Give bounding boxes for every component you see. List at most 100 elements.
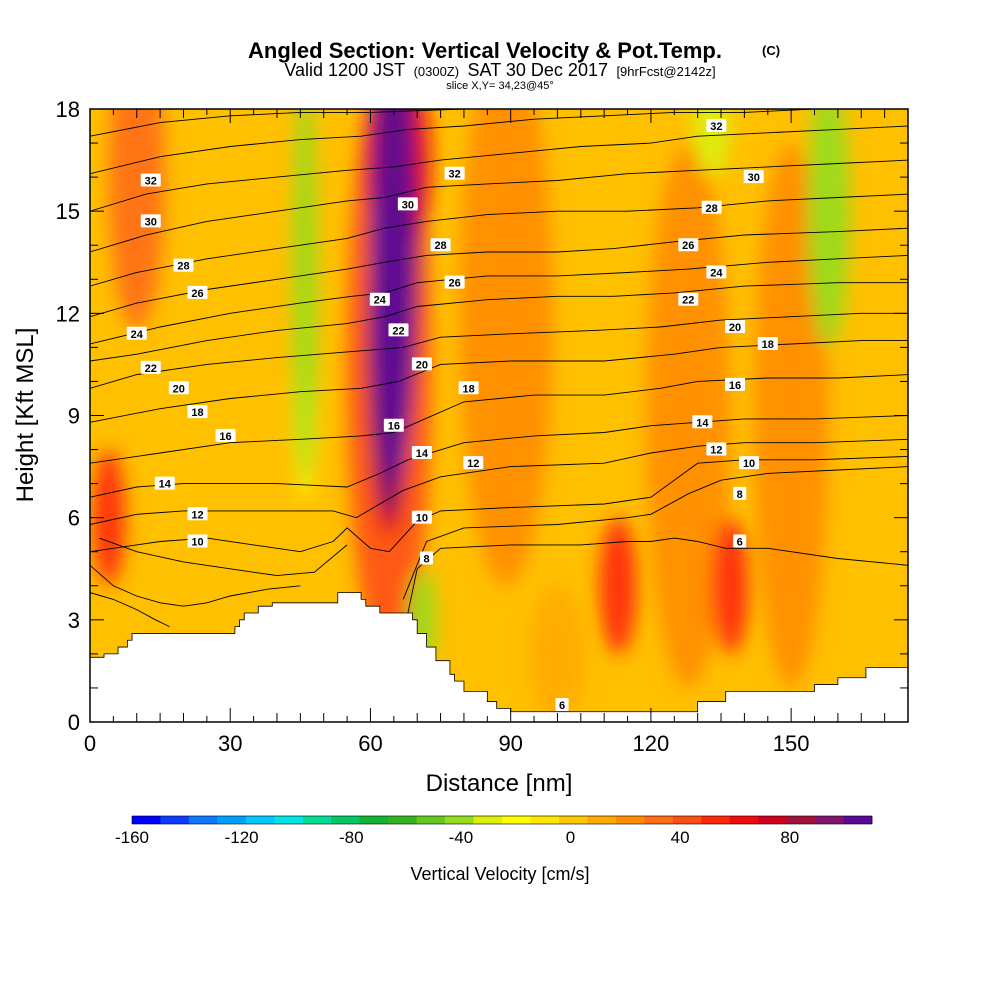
velocity-cell — [459, 109, 553, 586]
colorbar-swatch — [530, 816, 560, 824]
contour-label-box — [725, 377, 746, 391]
colorbar-swatch — [473, 816, 503, 824]
x-tick-label: 90 — [498, 731, 522, 756]
vertical-velocity-field — [92, 109, 850, 722]
x-axis: 0 30 60 90 120 150 — [84, 109, 909, 756]
x-axis-label: Distance [nm] — [426, 770, 573, 797]
theta-contour — [90, 312, 908, 389]
contour-label: 8 — [423, 554, 429, 566]
contour-label-box — [430, 238, 451, 252]
contour-label-box — [733, 534, 747, 548]
theta-contour — [90, 159, 908, 253]
contour-label-box — [706, 119, 727, 133]
colorbar-swatch — [758, 816, 787, 824]
contour-label: 16 — [729, 380, 741, 392]
velocity-cell — [293, 109, 317, 484]
contour-label-box — [725, 319, 746, 333]
colorbar-swatch — [302, 816, 332, 824]
contour-label: 20 — [729, 322, 741, 334]
contour-label-box — [739, 456, 760, 470]
y-tick-label: 12 — [56, 301, 80, 326]
colorbar-swatch — [615, 816, 645, 824]
theta-contour — [90, 415, 908, 498]
colorbar-swatch — [587, 816, 617, 824]
colorbar-swatch — [359, 816, 389, 824]
theta-contour — [99, 537, 348, 577]
y-tick-label: 6 — [68, 506, 80, 531]
x-tick-label: 30 — [218, 731, 242, 756]
contour-label: 24 — [374, 295, 387, 307]
contour-label-box — [168, 381, 189, 395]
contour-label-box — [397, 197, 418, 211]
colorbar-tick-label: -160 — [115, 828, 149, 847]
contour-label: 20 — [416, 359, 428, 371]
contour-label-box — [187, 507, 208, 521]
contour-label: 14 — [416, 448, 429, 460]
x-tick-label: 60 — [358, 731, 382, 756]
subtitle-utc: (0300Z) — [414, 64, 460, 79]
colorbar-swatch — [274, 816, 304, 824]
colorbar-swatch — [644, 816, 674, 824]
contour-label: 14 — [696, 417, 709, 429]
potential-temperature-contours — [90, 109, 908, 628]
colorbar: -160 -120 -80 -40 0 40 80 — [115, 815, 873, 847]
contour-label-box — [420, 551, 434, 565]
velocity-cell — [711, 517, 750, 654]
contour-label: 18 — [191, 407, 203, 419]
contour-label: 6 — [737, 537, 743, 549]
contour-label-box — [383, 418, 404, 432]
subtitle-valid: Valid 1200 JST — [284, 60, 405, 80]
colorbar-tick-label: -80 — [339, 828, 364, 847]
contour-label: 22 — [145, 363, 157, 375]
y-tick-label: 18 — [56, 97, 80, 122]
colorbar-swatch — [672, 816, 702, 824]
theta-contour — [90, 282, 908, 362]
contour-label-box — [757, 336, 778, 350]
colorbar-tick-label: -40 — [449, 828, 474, 847]
subtitle-forecast: [9hrFcst@2142z] — [616, 64, 715, 79]
contour-label-box — [555, 697, 569, 711]
contour-label-box — [369, 292, 390, 306]
contour-label-box — [706, 442, 727, 456]
x-tick-label: 0 — [84, 731, 96, 756]
contour-label: 12 — [191, 509, 203, 521]
contour-label-box — [444, 275, 465, 289]
contour-label: 26 — [448, 278, 460, 290]
y-tick-label: 9 — [68, 404, 80, 429]
contour-label: 32 — [145, 176, 157, 188]
contour-label-box — [215, 428, 236, 442]
colorbar-swatch — [217, 816, 247, 824]
contour-label: 26 — [191, 288, 203, 300]
colorbar-swatch — [331, 816, 360, 824]
contour-label-box — [701, 200, 722, 214]
colorbar-swatch — [160, 816, 190, 824]
contour-label-box — [458, 381, 479, 395]
contour-label: 18 — [462, 383, 474, 395]
colorbar-swatch — [701, 816, 730, 824]
contour-labels: 32 30 28 26 24 22 20 18 16 14 12 10 32 30 28 26 24 22 20 18… — [126, 119, 778, 712]
theta-contour — [90, 340, 908, 423]
contour-label: 12 — [467, 458, 479, 470]
chart-subtitle: Valid 1200 JST (0300Z) SAT 30 Dec 2017 [… — [284, 60, 715, 80]
theta-contour — [90, 125, 908, 212]
contour-label: 22 — [392, 325, 404, 337]
contour-label: 10 — [743, 458, 755, 470]
velocity-cell — [92, 449, 126, 586]
contour-label: 12 — [710, 445, 722, 457]
chart-title-unit: (C) — [762, 43, 780, 58]
colorbar-tick-label: 0 — [566, 828, 575, 847]
y-axis-label: Height [Kft MSL] — [12, 328, 39, 503]
colorbar-swatch — [445, 816, 474, 824]
velocity-cell — [753, 143, 829, 688]
colorbar-tick-label: 80 — [780, 828, 799, 847]
contour-label-box — [187, 285, 208, 299]
contour-label-box — [411, 357, 432, 371]
contour-label: 24 — [710, 267, 723, 279]
colorbar-swatch — [132, 816, 161, 824]
contour-label-box — [388, 323, 409, 337]
colorbar-label: Vertical Velocity [cm/s] — [410, 864, 589, 884]
velocity-cell — [599, 517, 637, 654]
contour-label-box — [678, 292, 699, 306]
y-axis: 0 3 6 9 12 15 18 — [56, 97, 908, 735]
